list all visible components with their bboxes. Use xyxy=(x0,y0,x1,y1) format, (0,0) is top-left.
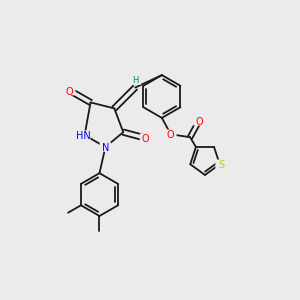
Text: S: S xyxy=(218,160,224,170)
FancyBboxPatch shape xyxy=(79,130,90,140)
FancyBboxPatch shape xyxy=(215,160,227,169)
Text: N: N xyxy=(102,143,109,153)
FancyBboxPatch shape xyxy=(64,86,76,95)
Text: O: O xyxy=(195,117,203,127)
Text: H: H xyxy=(132,76,138,85)
Text: O: O xyxy=(167,130,175,140)
FancyBboxPatch shape xyxy=(129,75,141,85)
FancyBboxPatch shape xyxy=(100,142,111,152)
Text: O: O xyxy=(142,134,149,144)
Text: HN: HN xyxy=(76,131,91,141)
FancyBboxPatch shape xyxy=(193,116,205,126)
FancyBboxPatch shape xyxy=(140,134,151,143)
Text: O: O xyxy=(66,87,74,97)
FancyBboxPatch shape xyxy=(165,130,177,139)
